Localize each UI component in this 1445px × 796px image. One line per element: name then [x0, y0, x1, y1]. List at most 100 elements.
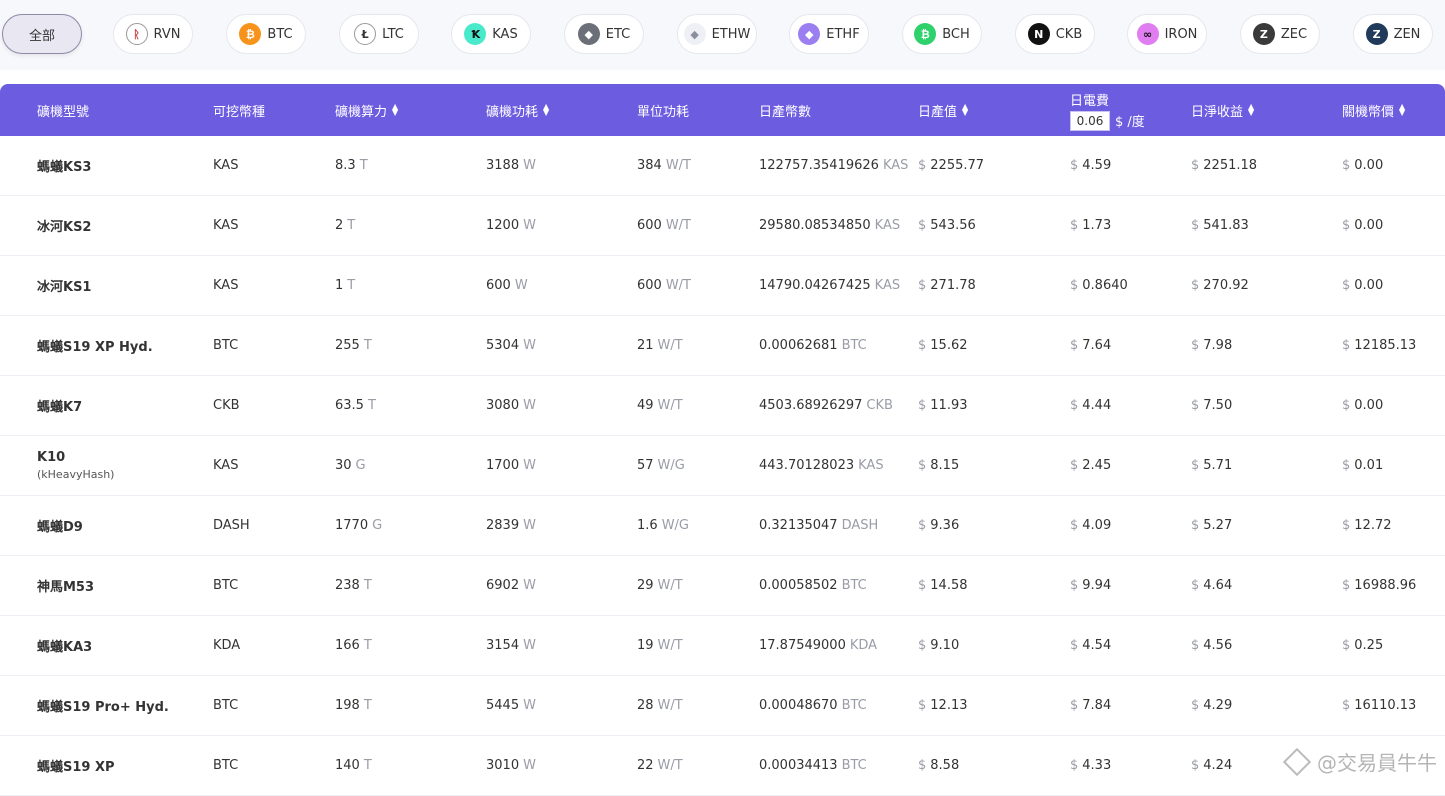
table-row[interactable]: K10 (kHeavyHash) KAS 30 G 1700 W 57 W/G 443.70128…	[0, 436, 1445, 496]
cell-model: 神馬M53	[37, 556, 94, 615]
cell-net-profit: $5.71	[1191, 436, 1232, 495]
cell-coin: BTC	[213, 316, 238, 375]
table-row[interactable]: 螞蟻KS3 KAS 8.3 T 3188 W 384 W/T 122757.35419626 KA…	[0, 136, 1445, 196]
coin-filter-iron[interactable]: ∞ IRON	[1127, 14, 1207, 54]
cell-value: 600	[637, 218, 662, 233]
currency-symbol: $	[1070, 158, 1079, 173]
coin-filter-ckb[interactable]: N CKB	[1015, 14, 1095, 54]
cell-model: 冰河KS2	[37, 196, 91, 255]
table-row[interactable]: 螞蟻KA3 KDA 166 T 3154 W 19 W/T 17.87549000 KDA $9.1…	[0, 616, 1445, 676]
table-row[interactable]: 神馬M53 BTC 238 T 6902 W 29 W/T 0.00058502 BTC $14.5…	[0, 556, 1445, 616]
cell-coin: KAS	[213, 196, 238, 255]
cell-unit: BTC	[841, 698, 867, 713]
coin-filter-zec[interactable]: Z ZEC	[1240, 14, 1320, 54]
currency-symbol: $	[1070, 398, 1079, 413]
coin-filter-ethw[interactable]: ◆ ETHW	[677, 14, 757, 54]
table-row[interactable]: 冰河KS1 KAS 1 T 600 W 600 W/T 14790.04267425 KAS $27…	[0, 256, 1445, 316]
cell-value: 0.8640	[1082, 278, 1128, 293]
sort-icon[interactable]: ▲ ▼	[392, 102, 399, 117]
cell-shutdown-price: $12185.13	[1342, 316, 1416, 375]
col-shutdown-price-header[interactable]: 關機幣價 ▲ ▼	[1342, 84, 1405, 136]
coin-filter-zen[interactable]: Z ZEN	[1353, 14, 1433, 54]
cell-daily-coins: 0.00048670 BTC	[759, 676, 867, 735]
coin-filter-label: ETHF	[826, 26, 860, 42]
table-row[interactable]: 螞蟻S19 XP Hyd. BTC 255 T 5304 W 21 W/T 0.00062681…	[0, 316, 1445, 376]
col-net-profit-header[interactable]: 日淨收益 ▲ ▼	[1191, 84, 1254, 136]
cell-model: 螞蟻S19 Pro+ Hyd.	[37, 676, 169, 735]
cell-value: 57	[637, 458, 654, 473]
col-power-header[interactable]: 礦機功耗 ▲ ▼	[486, 84, 549, 136]
coin-filter-ethf[interactable]: ◆ ETHF	[789, 14, 869, 54]
cell-value: 22	[637, 758, 654, 773]
currency-symbol: $	[1191, 338, 1200, 353]
table-row[interactable]: 螞蟻S19 Pro+ Hyd. BTC 198 T 5445 W 28 W/T 0.000486…	[0, 676, 1445, 736]
cell-unit: KAS	[882, 158, 909, 173]
cell-value: 7.98	[1203, 338, 1233, 353]
cell-power: 3080 W	[486, 376, 536, 435]
cell-value: 12185.13	[1354, 338, 1417, 353]
coin-filter-all[interactable]: 全部	[2, 14, 82, 54]
electricity-price-input[interactable]	[1070, 110, 1110, 131]
cell-unit: W	[523, 578, 536, 593]
cell-value: BTC	[213, 578, 239, 593]
cell-value: 4.64	[1203, 578, 1233, 593]
ethereum-pow-icon: ◆	[683, 23, 706, 45]
table-row[interactable]: 螞蟻S19 XP BTC 140 T 3010 W 22 W/T 0.00034413 BTC $8…	[0, 736, 1445, 796]
cell-daily-coins: 4503.68926297 CKB	[759, 376, 893, 435]
currency-symbol: $	[918, 278, 927, 293]
cell-value: 8.15	[930, 458, 960, 473]
col-hashrate-header[interactable]: 礦機算力 ▲ ▼	[335, 84, 398, 136]
coin-filter-bch[interactable]: ₿ BCH	[902, 14, 982, 54]
cell-value: 0.00	[1354, 158, 1384, 173]
cell-daily-coins: 0.00034413 BTC	[759, 736, 867, 795]
cell-value: 4.56	[1203, 638, 1233, 653]
coin-filter-ltc[interactable]: Ł LTC	[339, 14, 419, 54]
cell-value: 4.09	[1082, 518, 1112, 533]
cell-value: 0.25	[1354, 638, 1384, 653]
coin-filter-btc[interactable]: ₿ BTC	[226, 14, 306, 54]
cell-hashrate: 140 T	[335, 736, 372, 795]
col-daily-value-header[interactable]: 日產值 ▲ ▼	[918, 84, 968, 136]
cell-power: 600 W	[486, 256, 528, 315]
coin-filter-rvn[interactable]: ᚱ RVN	[113, 14, 193, 54]
sort-icon[interactable]: ▲ ▼	[543, 102, 550, 117]
watermark-text: @交易員牛牛	[1317, 751, 1437, 775]
cell-unit: BTC	[841, 578, 867, 593]
currency-symbol: $	[1191, 698, 1200, 713]
cell-unit: T	[347, 278, 356, 293]
col-daily-coins-label: 日產幣數	[759, 104, 812, 120]
cell-unit: BTC	[841, 758, 867, 773]
cell-value: 0.00	[1354, 218, 1384, 233]
cell-model: 冰河KS1	[37, 256, 91, 315]
table-row[interactable]: 螞蟻K7 CKB 63.5 T 3080 W 49 W/T 4503.68926297 CKB $1…	[0, 376, 1445, 436]
sort-icon[interactable]: ▲ ▼	[1399, 102, 1406, 117]
cell-power: 5304 W	[486, 316, 536, 375]
cell-unit: W/T	[657, 338, 683, 353]
cell-net-profit: $541.83	[1191, 196, 1249, 255]
sort-icon[interactable]: ▲ ▼	[1248, 102, 1255, 117]
currency-symbol: $	[918, 218, 927, 233]
currency-symbol: $	[1342, 338, 1351, 353]
cell-daily-value: $2255.77	[918, 136, 984, 195]
cell-efficiency: 29 W/T	[637, 556, 683, 615]
col-electricity-header: 日電費 $ /度	[1070, 84, 1145, 136]
table-row[interactable]: 螞蟻D9 DASH 1770 G 2839 W 1.6 W/G 0.32135047 DASH $9…	[0, 496, 1445, 556]
cell-unit: T	[367, 398, 376, 413]
cell-net-profit: $7.50	[1191, 376, 1232, 435]
cell-unit: W	[523, 398, 536, 413]
cell-unit: W	[514, 278, 528, 293]
cell-value: 16988.96	[1354, 578, 1417, 593]
cell-value: 19	[637, 638, 654, 653]
cell-value: KAS	[213, 218, 239, 233]
cell-unit: DASH	[841, 518, 879, 533]
sort-icon[interactable]: ▲ ▼	[962, 102, 969, 117]
cell-hashrate: 8.3 T	[335, 136, 368, 195]
coin-filter-kas[interactable]: Ꝁ KAS	[451, 14, 531, 54]
col-hashrate-label: 礦機算力	[335, 104, 388, 120]
currency-symbol: $	[918, 398, 927, 413]
cell-unit: W	[523, 518, 536, 533]
coin-filter-label: ETC	[605, 26, 631, 42]
coin-filter-etc[interactable]: ◆ ETC	[564, 14, 644, 54]
table-row[interactable]: 冰河KS2 KAS 2 T 1200 W 600 W/T 29580.08534850 KAS $5…	[0, 196, 1445, 256]
